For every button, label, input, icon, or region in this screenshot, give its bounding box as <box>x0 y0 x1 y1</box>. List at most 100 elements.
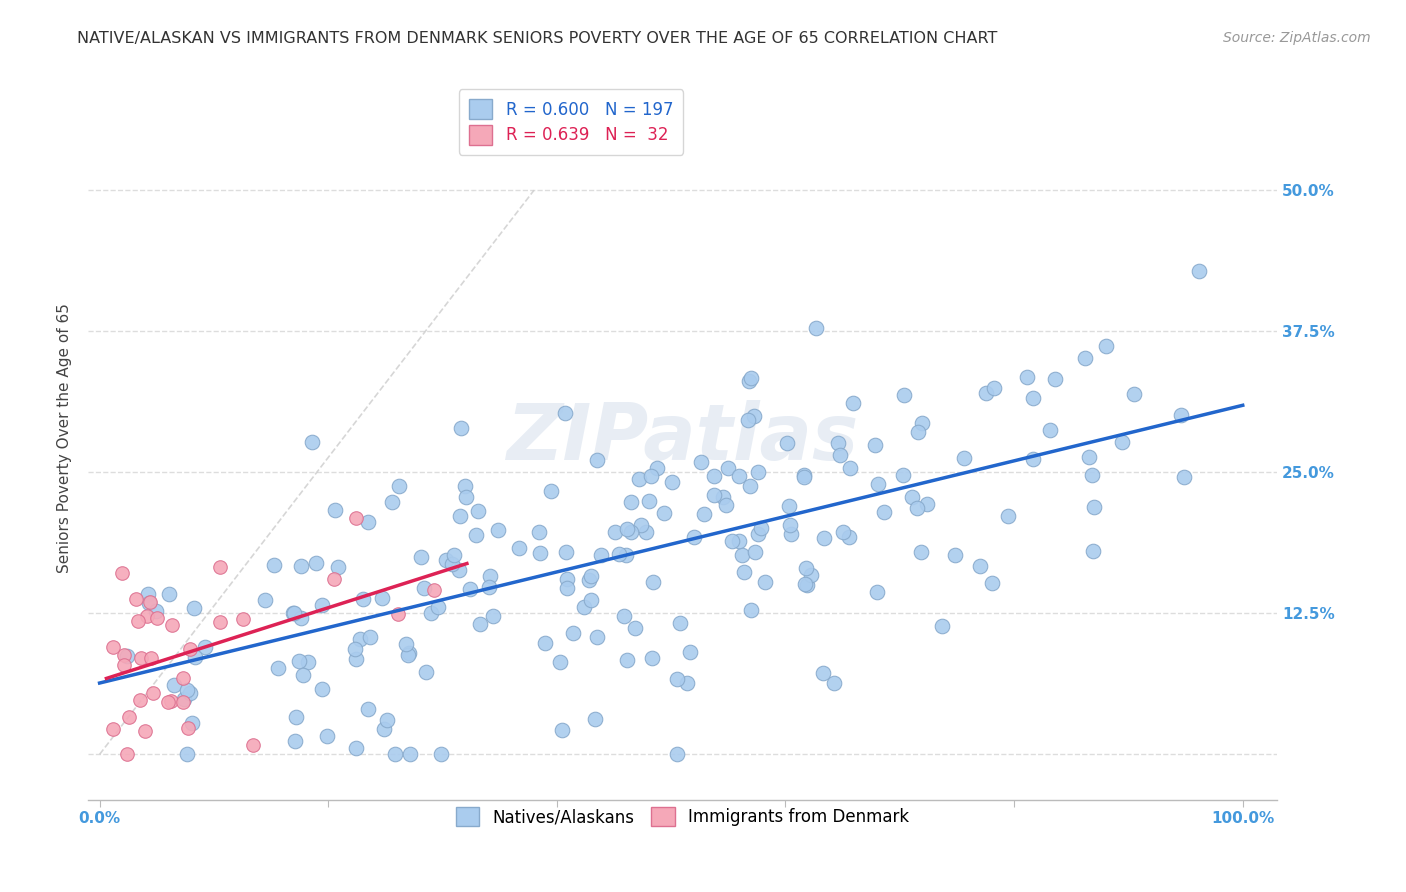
Point <box>603 524 626 539</box>
Point <box>344 510 367 524</box>
Point <box>830 448 852 462</box>
Point <box>703 469 725 483</box>
Point <box>754 574 776 589</box>
Point <box>620 495 643 509</box>
Point <box>747 527 769 541</box>
Point <box>1170 408 1192 422</box>
Point <box>344 641 367 656</box>
Point <box>737 413 759 427</box>
Point <box>422 582 444 597</box>
Point <box>136 609 159 624</box>
Point <box>641 574 664 589</box>
Point <box>613 609 636 624</box>
Point <box>434 552 457 566</box>
Point <box>284 734 307 748</box>
Point <box>1094 339 1116 353</box>
Point <box>796 577 818 591</box>
Point <box>129 651 152 665</box>
Point <box>839 461 862 475</box>
Point <box>749 521 772 535</box>
Point <box>388 479 411 493</box>
Point <box>415 665 437 679</box>
Point <box>242 738 264 752</box>
Point <box>371 591 394 605</box>
Point <box>645 461 668 475</box>
Point <box>721 534 744 549</box>
Point <box>139 595 162 609</box>
Point <box>176 682 198 697</box>
Point <box>997 509 1019 524</box>
Point <box>357 702 380 716</box>
Text: NATIVE/ALASKAN VS IMMIGRANTS FROM DENMARK SENIORS POVERTY OVER THE AGE OF 65 COR: NATIVE/ALASKAN VS IMMIGRANTS FROM DENMAR… <box>77 31 998 46</box>
Point <box>118 710 141 724</box>
Point <box>969 559 991 574</box>
Point <box>173 691 195 706</box>
Point <box>357 515 380 529</box>
Point <box>349 632 371 646</box>
Point <box>744 545 766 559</box>
Point <box>863 438 886 452</box>
Point <box>440 557 463 571</box>
Point <box>478 580 501 594</box>
Point <box>586 452 609 467</box>
Point <box>194 640 217 655</box>
Point <box>208 615 231 630</box>
Point <box>458 582 481 596</box>
Y-axis label: Seniors Poverty Over the Age of 65: Seniors Poverty Over the Age of 65 <box>58 303 72 574</box>
Point <box>551 723 574 738</box>
Point <box>183 649 205 664</box>
Point <box>1173 470 1195 484</box>
Point <box>375 714 398 728</box>
Point <box>624 621 647 635</box>
Point <box>344 740 367 755</box>
Point <box>1111 435 1133 450</box>
Point <box>579 568 602 582</box>
Point <box>907 425 929 439</box>
Point <box>652 506 675 520</box>
Point <box>609 547 631 561</box>
Point <box>396 648 419 662</box>
Point <box>449 563 471 577</box>
Point <box>915 497 938 511</box>
Point <box>665 672 688 686</box>
Point <box>740 603 762 617</box>
Point <box>399 747 422 762</box>
Point <box>508 541 530 555</box>
Point <box>125 591 148 606</box>
Point <box>614 549 637 563</box>
Point <box>139 650 162 665</box>
Point <box>620 525 643 540</box>
Point <box>779 527 801 541</box>
Point <box>326 560 349 574</box>
Point <box>832 524 855 539</box>
Point <box>638 493 661 508</box>
Point <box>127 614 149 628</box>
Point <box>419 606 441 620</box>
Point <box>454 478 477 492</box>
Point <box>1015 370 1038 384</box>
Point <box>315 729 337 743</box>
Point <box>669 615 692 630</box>
Point <box>583 712 606 726</box>
Point <box>322 572 344 586</box>
Point <box>183 600 205 615</box>
Point <box>163 678 186 692</box>
Legend: Natives/Alaskans, Immigrants from Denmark: Natives/Alaskans, Immigrants from Denmar… <box>447 798 918 835</box>
Point <box>717 460 740 475</box>
Point <box>112 658 135 673</box>
Point <box>640 469 662 483</box>
Point <box>628 471 651 485</box>
Point <box>838 530 860 544</box>
Point <box>129 693 152 707</box>
Point <box>953 450 976 465</box>
Point <box>297 655 319 669</box>
Point <box>794 561 817 575</box>
Point <box>179 642 201 657</box>
Point <box>727 468 749 483</box>
Point <box>172 671 194 685</box>
Point <box>160 694 183 708</box>
Point <box>373 722 395 736</box>
Point <box>387 607 409 622</box>
Point <box>1083 500 1105 515</box>
Point <box>527 524 550 539</box>
